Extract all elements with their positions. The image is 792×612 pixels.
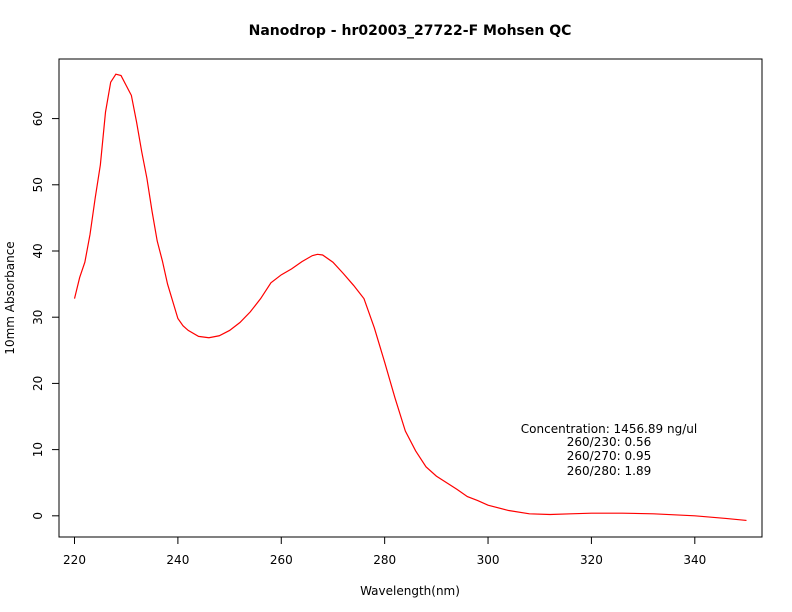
y-axis-label: 10mm Absorbance: [3, 241, 17, 354]
y-tick-label: 40: [31, 243, 45, 258]
y-tick-label: 50: [31, 177, 45, 192]
plot-frame: [58, 58, 763, 538]
annotation-block: Concentration: 1456.89 ng/ul 260/230: 0.…: [521, 422, 697, 478]
y-tick-label: 10: [31, 442, 45, 457]
x-tick-label: 320: [580, 553, 603, 567]
x-axis: 220 240 260 280 300 320 340: [63, 536, 706, 567]
y-tick-label: 60: [31, 111, 45, 126]
annotation-concentration: Concentration: 1456.89 ng/ul: [521, 422, 697, 436]
y-tick-label: 20: [31, 376, 45, 391]
y-tick-label: 30: [31, 310, 45, 325]
x-tick-label: 260: [270, 553, 293, 567]
series-line: [73, 73, 747, 522]
x-tick-label: 280: [373, 553, 396, 567]
y-axis: 0 10 20 30 40 50 60: [31, 111, 60, 520]
x-tick-label: 300: [477, 553, 500, 567]
x-tick-label: 220: [63, 553, 86, 567]
chart-title: Nanodrop - hr02003_27722-F Mohsen QC: [249, 23, 572, 39]
x-axis-label: Wavelength(nm): [360, 584, 460, 598]
y-tick-label: 0: [31, 512, 45, 520]
x-tick-label: 240: [166, 553, 189, 567]
annotation-ratio-260-270: 260/270: 0.95: [567, 449, 651, 463]
annotation-ratio-260-280: 260/280: 1.89: [567, 464, 651, 478]
x-tick-label: 340: [683, 553, 706, 567]
annotation-ratio-260-230: 260/230: 0.56: [567, 435, 651, 449]
